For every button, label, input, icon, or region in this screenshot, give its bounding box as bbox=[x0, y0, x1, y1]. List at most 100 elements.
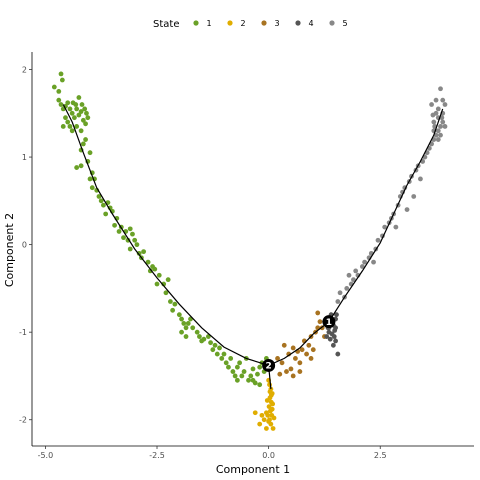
data-point-state-1 bbox=[248, 373, 254, 379]
data-point-state-1 bbox=[234, 364, 240, 370]
data-point-state-1 bbox=[56, 97, 62, 103]
data-point-state-1 bbox=[101, 202, 106, 208]
data-point-state-1 bbox=[239, 373, 245, 379]
data-point-state-1 bbox=[80, 117, 86, 123]
legend-label-4: 4 bbox=[308, 19, 313, 28]
data-point-state-1 bbox=[74, 106, 80, 112]
data-point-state-1 bbox=[103, 211, 109, 217]
data-point-state-3 bbox=[284, 369, 289, 374]
data-point-state-5 bbox=[435, 106, 441, 112]
data-point-state-1 bbox=[183, 334, 189, 339]
legend-label-1: 1 bbox=[206, 19, 211, 28]
data-point-state-1 bbox=[87, 150, 93, 156]
data-point-state-1 bbox=[154, 281, 160, 287]
data-point-state-1 bbox=[214, 351, 220, 357]
data-point-state-1 bbox=[250, 377, 256, 383]
data-point-state-5 bbox=[429, 102, 434, 107]
data-point-state-2 bbox=[252, 410, 258, 416]
data-point-state-2 bbox=[261, 417, 267, 423]
data-point-state-1 bbox=[141, 249, 147, 255]
data-point-state-5 bbox=[440, 97, 446, 103]
data-point-state-2 bbox=[269, 406, 275, 412]
data-point-state-1 bbox=[72, 115, 77, 121]
data-point-state-1 bbox=[127, 246, 133, 252]
data-point-state-2 bbox=[264, 398, 270, 403]
data-point-state-1 bbox=[96, 194, 102, 199]
data-point-state-1 bbox=[232, 373, 238, 379]
data-point-state-5 bbox=[442, 102, 448, 107]
data-point-state-1 bbox=[74, 124, 80, 129]
legend-label-3: 3 bbox=[274, 19, 279, 28]
data-point-state-2 bbox=[266, 419, 272, 424]
data-point-state-5 bbox=[344, 286, 350, 291]
data-point-state-5 bbox=[346, 272, 352, 278]
data-point-state-5 bbox=[362, 259, 368, 265]
x-tick-label: -5.0 bbox=[38, 451, 54, 460]
data-point-state-5 bbox=[375, 237, 381, 243]
data-point-state-3 bbox=[293, 356, 298, 361]
data-point-state-1 bbox=[60, 124, 66, 129]
data-point-state-3 bbox=[306, 342, 312, 348]
data-point-state-1 bbox=[223, 360, 229, 366]
data-point-state-1 bbox=[78, 128, 84, 134]
data-point-state-5 bbox=[430, 112, 436, 118]
data-point-state-2 bbox=[270, 401, 276, 407]
data-point-state-1 bbox=[87, 176, 93, 182]
data-point-state-1 bbox=[112, 222, 117, 228]
data-point-state-3 bbox=[281, 342, 287, 348]
data-point-state-3 bbox=[297, 360, 303, 366]
data-point-state-1 bbox=[250, 366, 256, 372]
data-point-state-1 bbox=[257, 364, 263, 370]
data-point-state-1 bbox=[130, 231, 135, 237]
data-point-state-1 bbox=[76, 112, 82, 118]
data-point-state-1 bbox=[208, 340, 213, 346]
data-point-state-1 bbox=[181, 321, 187, 326]
data-point-state-1 bbox=[67, 124, 73, 129]
data-point-state-1 bbox=[257, 382, 263, 388]
data-point-state-1 bbox=[65, 119, 71, 125]
data-point-state-2 bbox=[257, 421, 263, 427]
data-point-state-2 bbox=[263, 426, 269, 431]
data-point-state-2 bbox=[259, 412, 265, 418]
data-point-state-1 bbox=[89, 185, 95, 191]
data-point-state-1 bbox=[80, 141, 86, 147]
data-point-state-1 bbox=[212, 342, 218, 348]
data-point-state-1 bbox=[241, 369, 247, 374]
data-point-state-5 bbox=[337, 290, 343, 296]
data-point-state-1 bbox=[183, 325, 189, 331]
data-point-state-1 bbox=[237, 360, 243, 366]
data-point-state-1 bbox=[83, 137, 88, 142]
data-point-state-4 bbox=[331, 334, 337, 339]
data-point-state-1 bbox=[230, 369, 236, 374]
legend: State 1 2 3 4 5 bbox=[153, 19, 348, 30]
data-point-state-1 bbox=[147, 268, 153, 274]
data-point-state-1 bbox=[121, 235, 126, 241]
data-point-state-1 bbox=[63, 115, 68, 121]
y-tick-label: -2 bbox=[19, 416, 27, 425]
data-point-state-5 bbox=[442, 124, 448, 129]
legend-key-5 bbox=[329, 20, 335, 26]
data-point-state-2 bbox=[270, 426, 276, 431]
data-point-state-5 bbox=[431, 119, 437, 125]
data-point-state-4 bbox=[333, 338, 338, 344]
data-point-state-5 bbox=[433, 132, 439, 138]
legend-key-2 bbox=[227, 20, 233, 26]
data-point-state-1 bbox=[51, 84, 57, 90]
data-point-state-1 bbox=[185, 321, 191, 326]
data-point-state-1 bbox=[73, 102, 79, 107]
data-point-state-1 bbox=[85, 115, 91, 121]
data-point-state-1 bbox=[228, 356, 234, 361]
data-point-state-1 bbox=[132, 237, 138, 243]
data-point-state-1 bbox=[165, 277, 171, 283]
data-point-state-2 bbox=[263, 410, 269, 416]
data-point-state-1 bbox=[58, 71, 64, 77]
data-point-state-5 bbox=[404, 207, 410, 213]
data-point-state-1 bbox=[152, 266, 158, 272]
data-point-state-5 bbox=[351, 277, 356, 283]
data-point-state-1 bbox=[69, 110, 75, 116]
data-point-state-1 bbox=[82, 106, 88, 112]
data-point-state-1 bbox=[59, 77, 65, 83]
data-point-state-5 bbox=[393, 224, 399, 230]
x-tick-label: 2.5 bbox=[374, 451, 387, 460]
data-point-state-4 bbox=[324, 334, 330, 339]
